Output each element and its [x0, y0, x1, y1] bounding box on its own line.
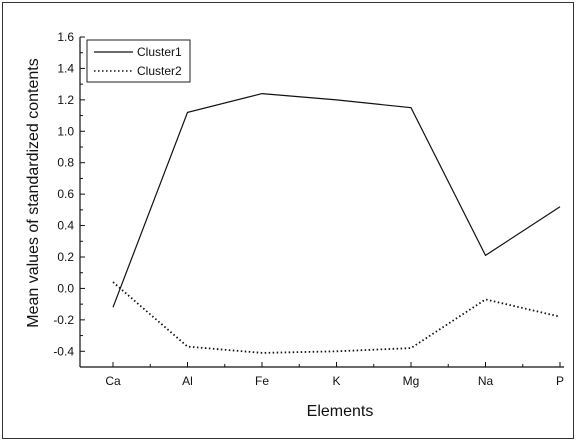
y-tick-label: 1.4	[57, 61, 74, 75]
x-tick-label: Mg	[403, 374, 420, 388]
series-line-cluster2	[112, 281, 561, 354]
y-tick-label: 1.2	[57, 93, 74, 107]
x-axis: Ca Al Fe K Mg Na P	[80, 362, 564, 388]
legend: Cluster1 Cluster2	[86, 39, 191, 83]
x-tick-label: Na	[478, 374, 494, 388]
y-tick-label: 0.2	[57, 250, 74, 264]
x-tick-label: Ca	[105, 374, 121, 388]
x-tick-label: Fe	[255, 374, 269, 388]
legend-box	[86, 39, 191, 83]
y-tick-label: -0.4	[53, 344, 74, 358]
y-axis: 1.6 1.4 1.2 1.0 0.8 0.6 0.4 0.2 0.0 -0.2 -0.4	[53, 30, 85, 367]
series-line-cluster1	[112, 92, 561, 308]
x-tick-label: P	[556, 374, 564, 388]
y-tick-label: -0.2	[53, 313, 74, 327]
y-tick-label: 0.4	[57, 219, 74, 233]
x-tick-label: K	[332, 374, 340, 388]
y-tick-label: 1.0	[57, 124, 74, 138]
legend-label-cluster1: Cluster1	[137, 45, 182, 59]
y-axis-title: Mean values of standardized contents	[25, 58, 42, 328]
y-tick-label: 0.0	[57, 281, 74, 295]
x-axis-title: Elements	[307, 403, 374, 420]
y-tick-label: 1.6	[57, 30, 74, 44]
series-layer	[112, 92, 561, 354]
y-tick-label: 0.8	[57, 156, 74, 170]
x-tick-label: Al	[182, 374, 193, 388]
y-tick-label: 0.6	[57, 187, 74, 201]
legend-label-cluster2: Cluster2	[137, 64, 182, 78]
